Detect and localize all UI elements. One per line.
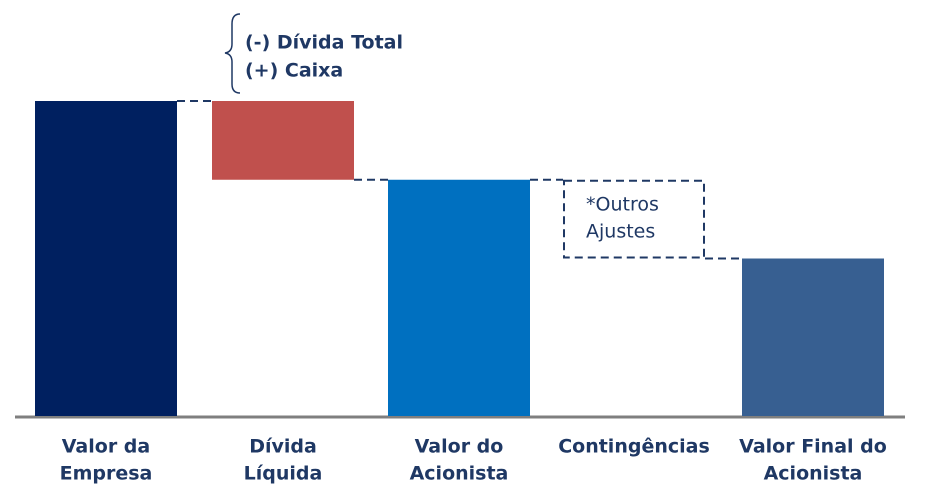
x-tick-label: Contingências bbox=[558, 436, 710, 458]
annotation: (-) Dívida Total bbox=[245, 32, 403, 54]
x-tick-label: Dívida bbox=[249, 436, 317, 458]
x-tick-label: Valor do bbox=[415, 436, 504, 458]
bar bbox=[212, 101, 354, 180]
x-tick-label: Valor da bbox=[62, 436, 150, 458]
box-label: *Outros bbox=[586, 193, 659, 215]
bar bbox=[563, 179, 705, 259]
bar bbox=[742, 258, 884, 416]
bar bbox=[388, 179, 530, 416]
x-tick-label: Empresa bbox=[60, 463, 153, 485]
x-tick-label: Valor Final do bbox=[739, 436, 887, 458]
annotation: (+) Caixa bbox=[245, 60, 343, 82]
x-tick-label: Líquida bbox=[244, 463, 323, 485]
bar bbox=[35, 101, 177, 416]
x-tick-label: Acionista bbox=[764, 463, 863, 485]
box-label: Ajustes bbox=[586, 220, 655, 242]
brace bbox=[224, 13, 241, 94]
x-tick-label: Acionista bbox=[410, 463, 509, 485]
